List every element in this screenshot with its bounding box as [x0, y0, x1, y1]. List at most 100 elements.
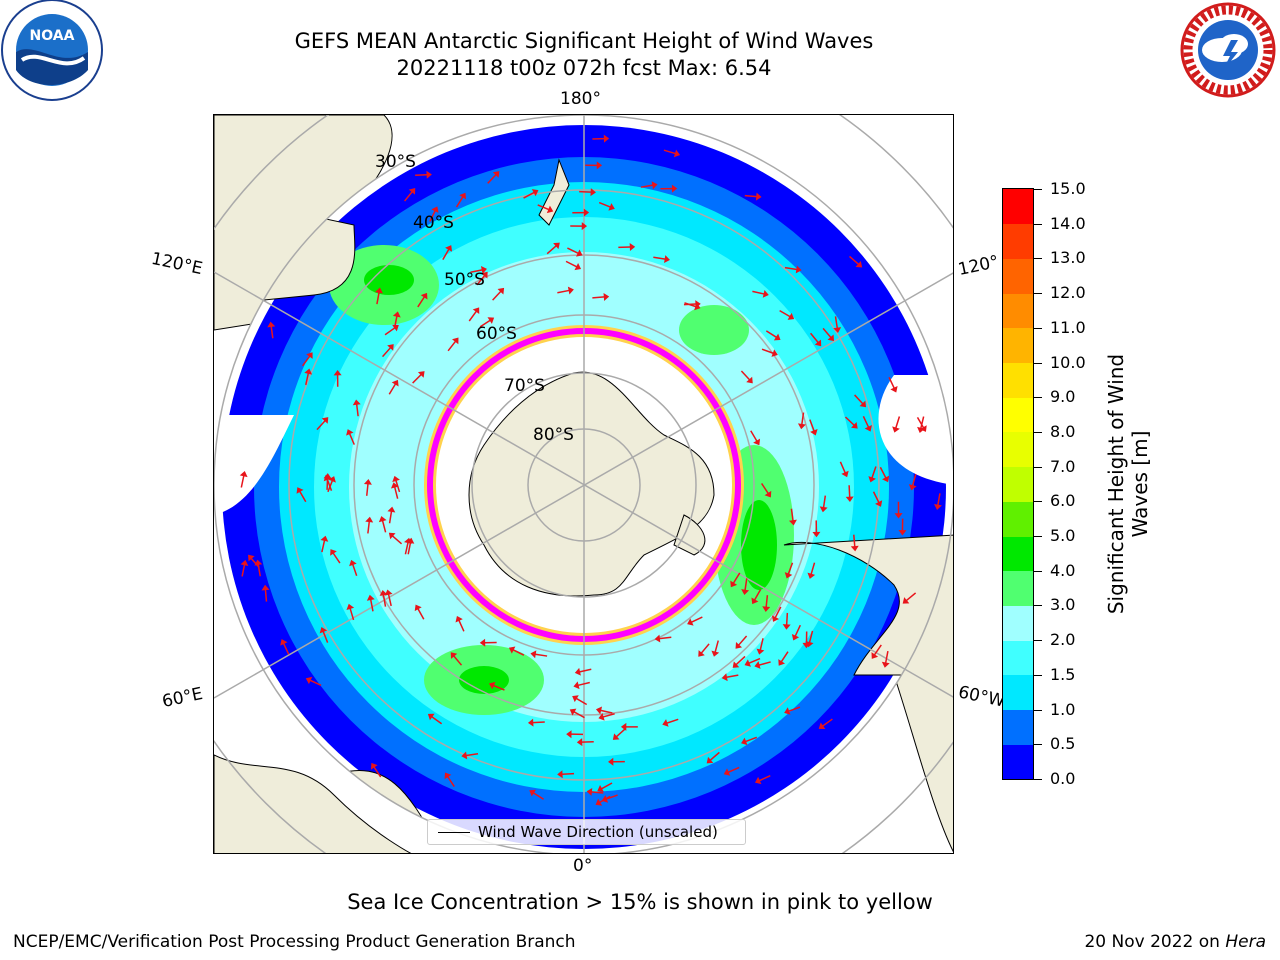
wind-arrow-head — [553, 242, 560, 250]
wind-arrow — [387, 594, 392, 607]
wind-arrow — [365, 483, 369, 496]
wind-arrow — [808, 630, 814, 643]
wind-arrow-head — [296, 487, 304, 494]
colorbar-tick — [1034, 536, 1042, 538]
wind-arrow — [853, 534, 856, 547]
colorbar-tick-label: 15.0 — [1050, 179, 1086, 198]
wind-arrow — [532, 721, 545, 724]
wind-arrow-head — [497, 287, 505, 295]
colorbar-tick-label: 2.0 — [1050, 630, 1076, 650]
wind-arrow — [382, 347, 392, 358]
wind-arrow — [765, 330, 777, 338]
wind-arrow-head — [673, 149, 681, 158]
colorbar-tick-label: 14.0 — [1050, 213, 1086, 233]
wind-arrows — [239, 134, 942, 806]
colorbar-tick — [1034, 189, 1042, 190]
wind-arrow — [479, 319, 491, 328]
wind-arrow-head — [791, 633, 800, 641]
wind-arrow — [250, 557, 260, 568]
wind-arrow — [282, 643, 290, 655]
wind-arrow — [754, 589, 762, 601]
colorbar-tick — [1034, 397, 1042, 399]
wind-arrow-head — [574, 667, 581, 676]
wind-arrow — [872, 491, 880, 503]
wind-arrow — [848, 485, 851, 498]
wind-arrow — [760, 483, 769, 494]
wind-arrow-head — [868, 476, 876, 483]
colorbar-segment — [1003, 570, 1033, 606]
colorbar-tick-label: 3.0 — [1050, 595, 1076, 615]
wind-arrow-head — [390, 482, 399, 489]
wind-arrow — [787, 562, 794, 575]
wind-arrow-head — [764, 490, 772, 498]
wind-arrow-head — [814, 339, 822, 347]
wind-arrow — [447, 776, 455, 788]
colorbar-segment — [1003, 640, 1033, 676]
wind-arrow — [750, 430, 758, 442]
wind-arrow — [606, 794, 618, 800]
wind-arrow-head — [629, 242, 636, 251]
wind-arrow-head — [607, 757, 614, 766]
wind-arrow-head — [479, 638, 486, 647]
wind-arrow — [575, 697, 588, 706]
white-gap-west — [214, 415, 294, 515]
wind-arrow-head — [379, 589, 388, 596]
wind-arrow — [709, 751, 720, 761]
ocean-patch-4-0a — [364, 265, 414, 295]
wind-arrow — [839, 461, 846, 474]
wind-arrow — [640, 184, 653, 188]
wind-arrow — [735, 655, 746, 666]
wind-arrow — [355, 404, 359, 417]
wind-arrow-head — [598, 712, 605, 721]
wind-arrow — [849, 255, 860, 265]
wind-arrow — [871, 466, 877, 479]
wind-arrow — [911, 473, 917, 486]
wind-arrow — [305, 373, 310, 386]
wind-arrow-head — [771, 349, 778, 357]
wind-arrow-head — [581, 222, 588, 231]
wind-arrow-head — [328, 476, 336, 483]
wind-arrow — [691, 616, 703, 623]
wind-arrow — [834, 316, 839, 329]
wind-arrow-head — [417, 371, 425, 378]
wind-arrow-head — [833, 327, 842, 333]
wind-arrow — [407, 542, 412, 555]
wind-arrow-head — [546, 205, 554, 214]
wind-arrow-head — [557, 770, 563, 779]
wind-arrow — [376, 292, 380, 305]
wind-arrow — [759, 775, 771, 782]
wind-arrow-head — [756, 648, 765, 655]
wind-arrow-head — [797, 423, 806, 430]
wind-arrow — [785, 612, 789, 625]
footer-date: 20 Nov 2022 on Hera — [1084, 932, 1266, 952]
colorbar-tick-label: 10.0 — [1050, 352, 1086, 372]
wind-arrow — [752, 290, 765, 295]
wind-arrow-head — [694, 302, 701, 311]
wind-arrow — [779, 309, 791, 318]
wind-arrow-head — [812, 531, 821, 538]
wind-arrow — [512, 649, 525, 656]
wind-arrow-head — [612, 733, 620, 740]
footer-system: Hera — [1225, 932, 1266, 952]
wind-arrow-head — [919, 425, 927, 432]
colorbar-segment — [1003, 466, 1033, 502]
wind-arrow-head — [601, 795, 609, 803]
lat-label-30s: 30°S — [375, 152, 416, 172]
south-america — [783, 534, 953, 676]
wind-arrow-head — [882, 475, 890, 483]
wind-arrow-head — [818, 722, 826, 730]
wind-arrow — [392, 535, 403, 545]
wind-arrow-head — [754, 776, 762, 785]
wind-arrow-head — [741, 589, 750, 596]
wind-arrow — [476, 275, 486, 286]
wind-arrow — [666, 718, 679, 724]
wind-arrow-head — [370, 762, 378, 770]
wind-arrow-head — [461, 751, 468, 760]
colorbar-tick-label: 6.0 — [1050, 491, 1076, 511]
lon-label-120e: 120°E — [149, 248, 205, 280]
wind-arrow — [565, 260, 578, 268]
wind-arrow — [349, 608, 355, 621]
wind-arrow-head — [375, 287, 383, 294]
colorbar-tick-label: 13.0 — [1050, 248, 1086, 268]
wind-arrow — [492, 290, 502, 301]
